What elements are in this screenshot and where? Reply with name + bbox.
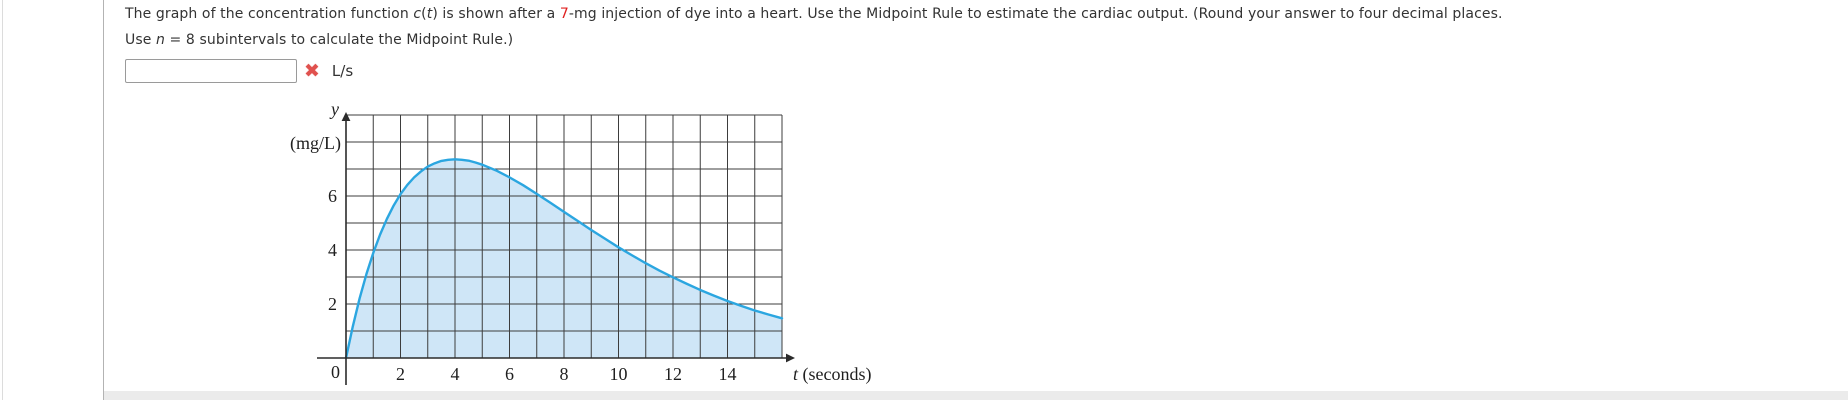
paren-close: ) <box>432 6 438 22</box>
origin-label: 0 <box>331 362 340 382</box>
page-left-border <box>2 0 3 400</box>
question-text: = 8 subintervals to calculate the Midpoi… <box>165 32 514 48</box>
x-tick-label: 12 <box>664 364 682 384</box>
y-tick-label: 2 <box>328 294 337 314</box>
x-tick-label: 10 <box>610 364 628 384</box>
x-tick-label: 2 <box>396 364 405 384</box>
math-var-c: c <box>413 6 422 22</box>
question-text-line1: The graph of the concentration function … <box>125 6 1503 22</box>
question-text: Use <box>125 32 157 48</box>
y-axis-title: y <box>329 99 339 119</box>
x-tick-label: 8 <box>560 364 569 384</box>
answer-row: ✖ L/s <box>125 58 353 84</box>
math-var-t: t <box>426 6 433 22</box>
y-tick-label: 4 <box>328 240 337 260</box>
math-var-n: n <box>156 32 165 48</box>
concentration-curve <box>344 158 784 360</box>
x-tick-label: 6 <box>505 364 514 384</box>
paren-open: ( <box>421 6 427 22</box>
section-divider-line <box>103 0 104 400</box>
y-axis-units-label: (mg/L) <box>290 133 341 154</box>
x-tick-label: 4 <box>451 364 460 384</box>
x-axis-title: t (seconds) <box>793 364 872 385</box>
question-text: -mg injection of dye into a heart. Use t… <box>568 6 1503 22</box>
x-tick-label: 14 <box>719 364 737 384</box>
incorrect-x-icon: ✖ <box>304 59 320 82</box>
answer-input[interactable] <box>125 59 297 83</box>
question-text-line2: Use n = 8 subintervals to calculate the … <box>125 32 513 48</box>
concentration-graph: 2 4 6 8 10 12 14 2 4 6 0 y (mg/L) t (seconds) <box>220 95 920 395</box>
question-text: is shown after a <box>437 6 560 22</box>
dye-amount-value: 7 <box>559 6 569 22</box>
x-axis-arrow-icon <box>786 353 795 363</box>
concentration-chart-svg: 2 4 6 8 10 12 14 2 4 6 0 y (mg/L) t (seconds) <box>290 99 872 385</box>
y-tick-label: 6 <box>328 186 337 206</box>
answer-unit-label: L/s <box>331 62 354 80</box>
y-axis-arrow-icon <box>341 112 351 121</box>
next-section-edge <box>104 391 1848 400</box>
question-text: The graph of the concentration function <box>125 6 414 22</box>
